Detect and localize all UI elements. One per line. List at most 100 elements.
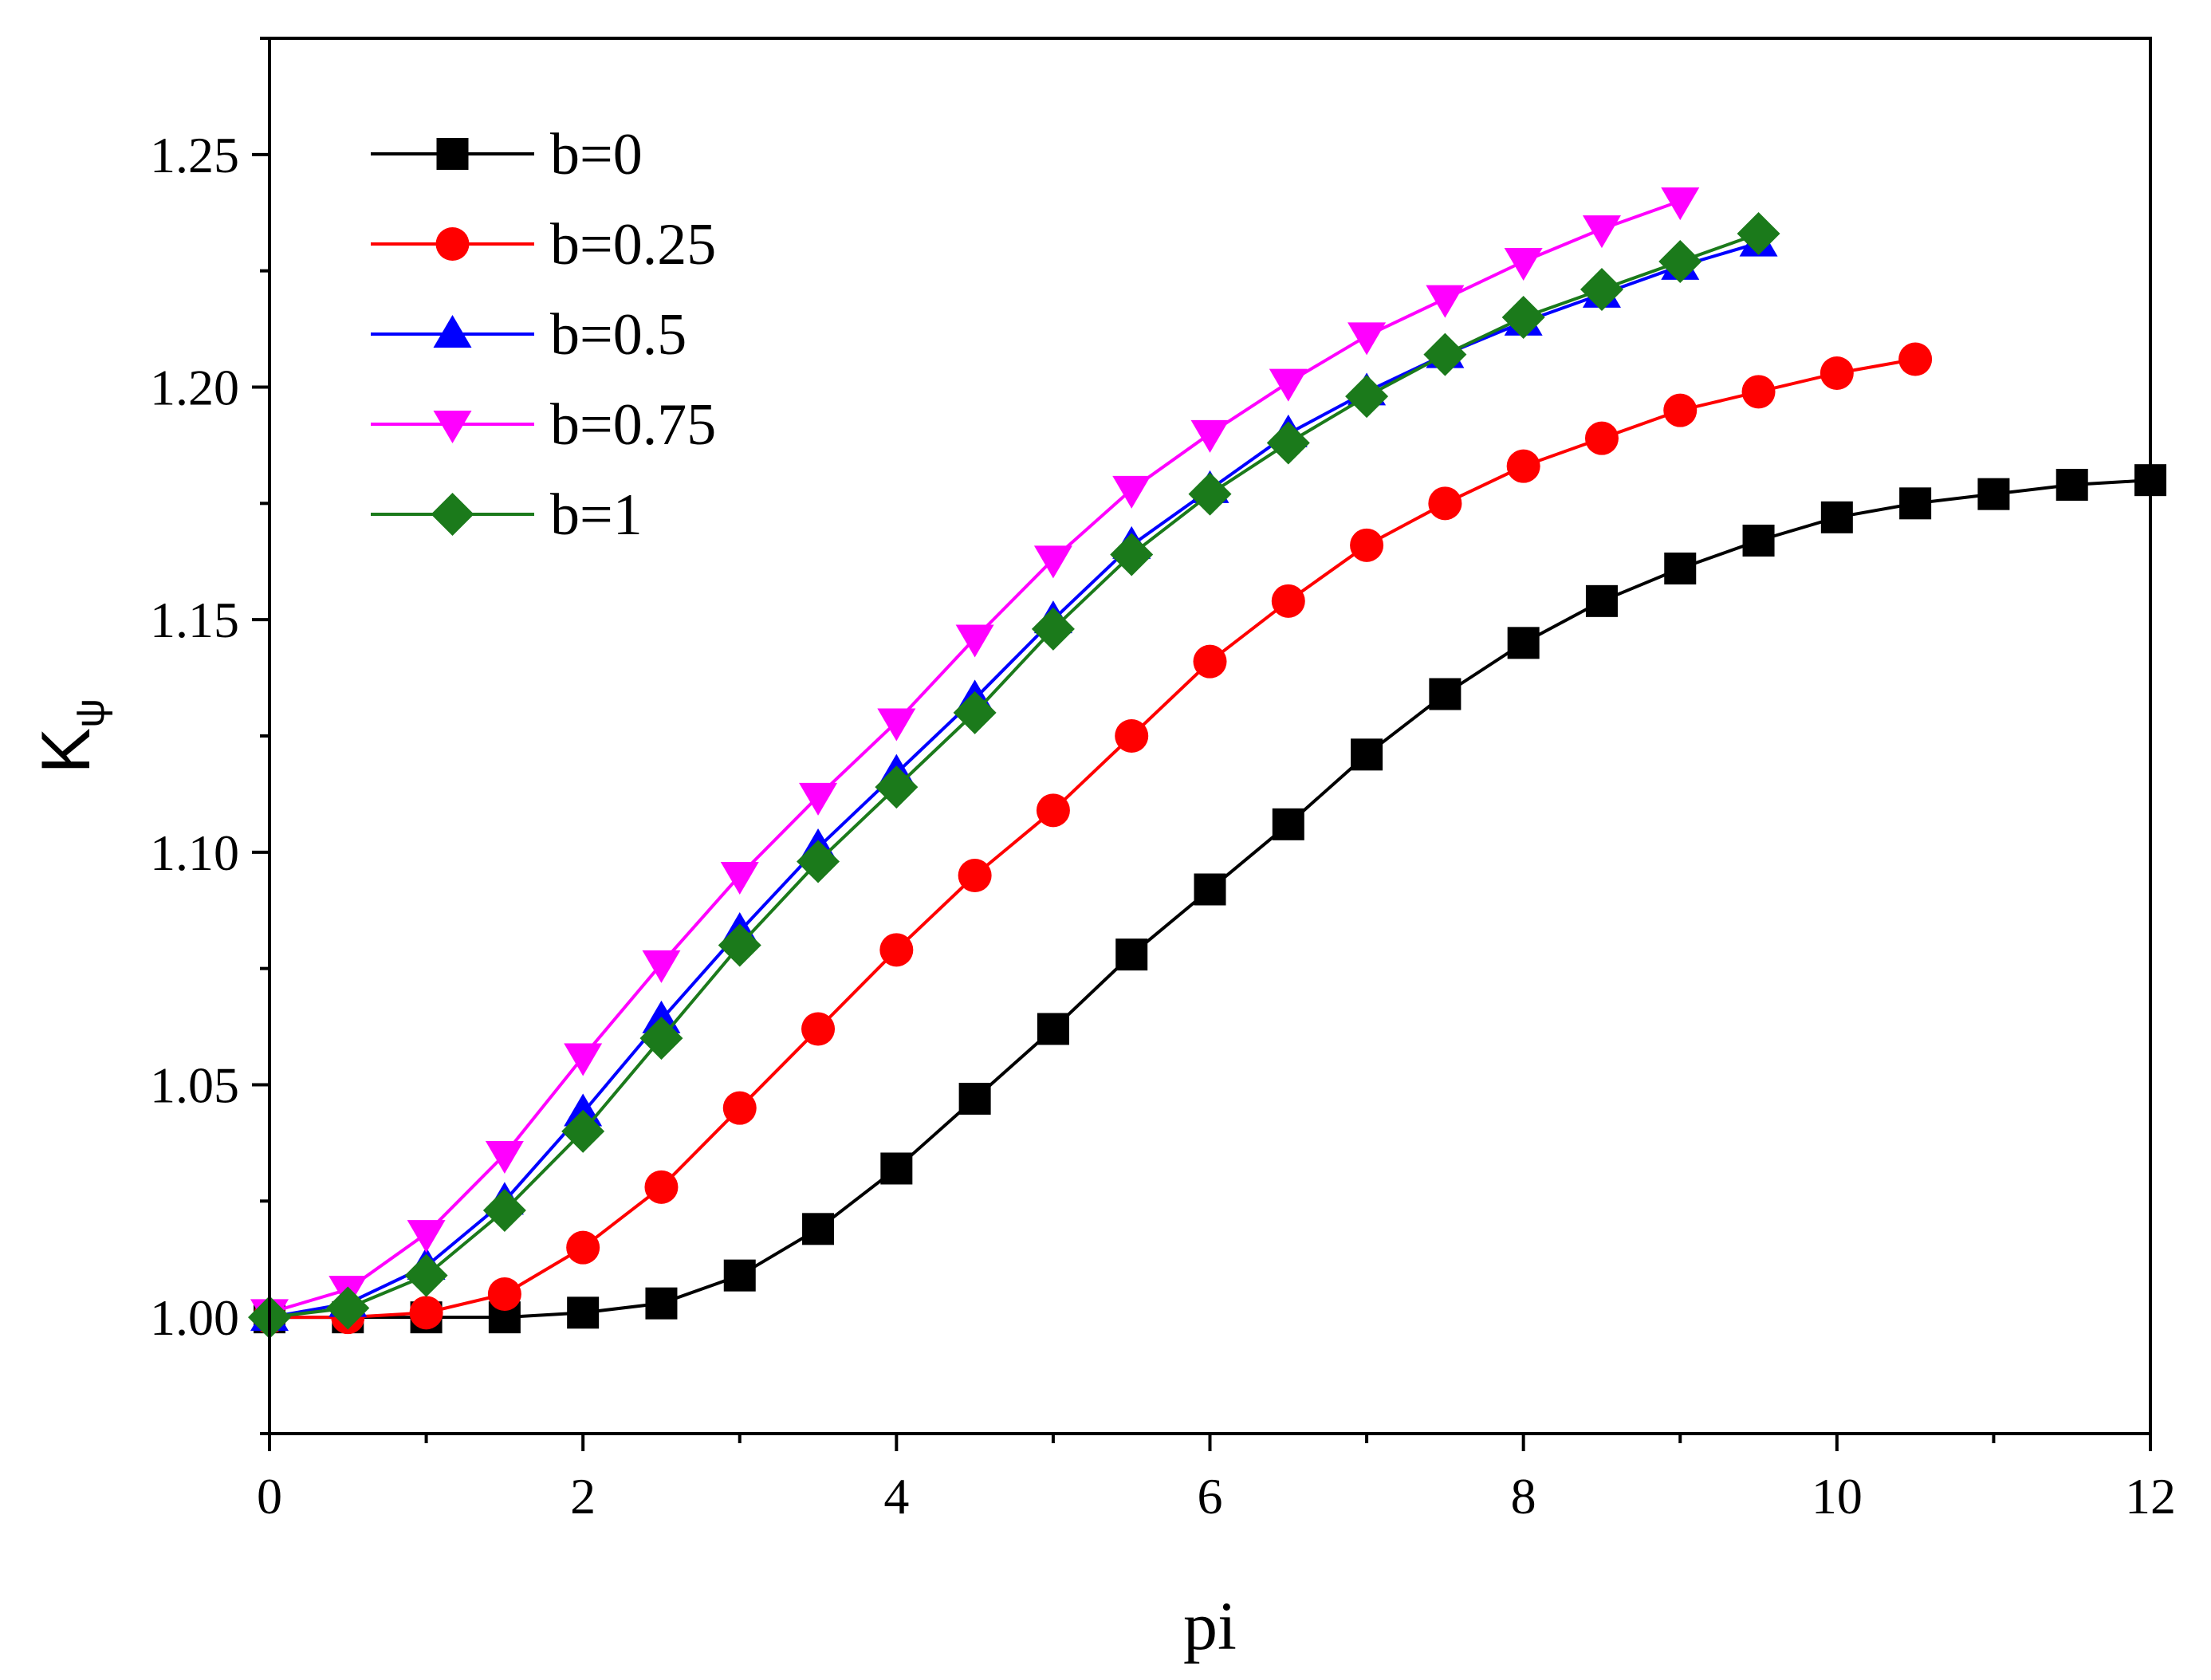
y-tick-label: 1.25 (150, 127, 239, 183)
data-point (718, 923, 761, 967)
legend-marker (435, 227, 470, 261)
data-point (566, 1230, 600, 1265)
legend-marker (433, 411, 472, 443)
data-point (326, 1286, 370, 1330)
data-point (880, 1152, 913, 1185)
data-point (801, 1012, 836, 1046)
data-point (1423, 332, 1467, 376)
plot-area-frame (268, 37, 2152, 1435)
data-point (404, 1253, 448, 1297)
data-point (1193, 644, 1227, 679)
data-point (877, 708, 916, 742)
data-point (1582, 215, 1621, 249)
data-point (1664, 553, 1697, 584)
data-point (1347, 322, 1387, 356)
legend-entry: b=0.75 (371, 392, 716, 458)
data-point (953, 690, 997, 734)
data-point (1658, 240, 1702, 283)
data-point (1580, 268, 1623, 311)
data-point (1351, 738, 1383, 771)
data-point (407, 1220, 446, 1253)
data-point (723, 1259, 756, 1292)
data-point (1506, 449, 1540, 483)
legend: b=0 b=0.25 b=0.5 b=0.75 b=1 (371, 122, 716, 548)
data-point (1110, 533, 1154, 576)
data-point (1429, 678, 1462, 710)
data-point (644, 1170, 679, 1204)
axis-ticks: 0 2 4 6 8 10 12 1.00 1.05 1.10 1.15 1.20 1.25 (150, 37, 2176, 1525)
data-point (1898, 342, 1933, 376)
data-point (1115, 719, 1149, 753)
series-b=0.75 (250, 187, 1700, 1332)
data-point (645, 1287, 678, 1320)
data-point (1037, 1013, 1069, 1045)
data-point (1272, 808, 1304, 840)
data-point (1977, 478, 2010, 510)
data-point (1501, 296, 1545, 339)
series-line (269, 357, 1916, 1320)
data-point (958, 1083, 991, 1115)
y-tick-label: 1.00 (150, 1289, 239, 1346)
legend-marker (436, 138, 469, 170)
data-point (1033, 545, 1072, 579)
y-tick-label: 1.15 (150, 592, 239, 648)
legend-label: b=0.75 (550, 392, 716, 458)
data-point (797, 840, 840, 883)
legend-entry: b=1 (371, 482, 643, 548)
data-point (1271, 584, 1305, 618)
legend-label: b=1 (550, 482, 643, 548)
data-point (1584, 421, 1619, 455)
legend-label: b=0 (550, 122, 643, 187)
data-point (1820, 356, 1854, 390)
data-point (567, 1296, 600, 1329)
data-point (1036, 793, 1070, 828)
legend-entry: b=0.5 (371, 302, 687, 368)
data-point (482, 1189, 526, 1232)
data-point (1742, 525, 1775, 557)
data-point (1663, 393, 1698, 427)
data-point (1269, 368, 1308, 402)
data-point (1345, 375, 1389, 419)
data-point (1112, 475, 1151, 509)
data-point (802, 1213, 835, 1245)
data-point (1190, 419, 1229, 453)
data-point (487, 1277, 521, 1311)
data-point (639, 1017, 683, 1060)
x-tick-label: 0 (257, 1468, 282, 1525)
data-point (1899, 487, 1932, 520)
y-axis-label-main: K (28, 728, 104, 773)
data-point (955, 624, 994, 658)
data-point (1820, 501, 1853, 533)
data-point (879, 933, 914, 967)
x-tick-label: 12 (2125, 1468, 2176, 1525)
data-point (1661, 187, 1700, 221)
data-point (485, 1141, 524, 1174)
series-b=1 (248, 212, 1780, 1340)
legend-label: b=0.25 (550, 212, 716, 277)
data-point (1194, 873, 1226, 906)
y-tick-label: 1.10 (150, 824, 239, 881)
data-point (958, 859, 992, 892)
data-point (1188, 472, 1232, 516)
data-point (1266, 421, 1310, 465)
data-point (875, 765, 919, 809)
data-point (1741, 375, 1776, 409)
x-tick-label: 2 (570, 1468, 596, 1525)
data-point (799, 782, 838, 816)
x-tick-label: 10 (1812, 1468, 1863, 1525)
x-tick-label: 8 (1511, 1468, 1536, 1525)
x-axis-label: pi (1183, 1588, 1237, 1664)
legend-label: b=0.5 (550, 302, 687, 368)
data-point (1031, 607, 1075, 651)
y-axis-label: Kψ (28, 698, 113, 773)
y-tick-label: 1.05 (150, 1057, 239, 1114)
data-point (1737, 212, 1780, 255)
data-point (1428, 486, 1462, 521)
legend-marker (431, 493, 474, 536)
data-point (642, 950, 681, 983)
data-point (722, 1091, 757, 1125)
data-point (1585, 584, 1618, 617)
legend-entry: b=0 (371, 122, 643, 187)
y-axis-label-subscript: ψ (67, 698, 113, 728)
